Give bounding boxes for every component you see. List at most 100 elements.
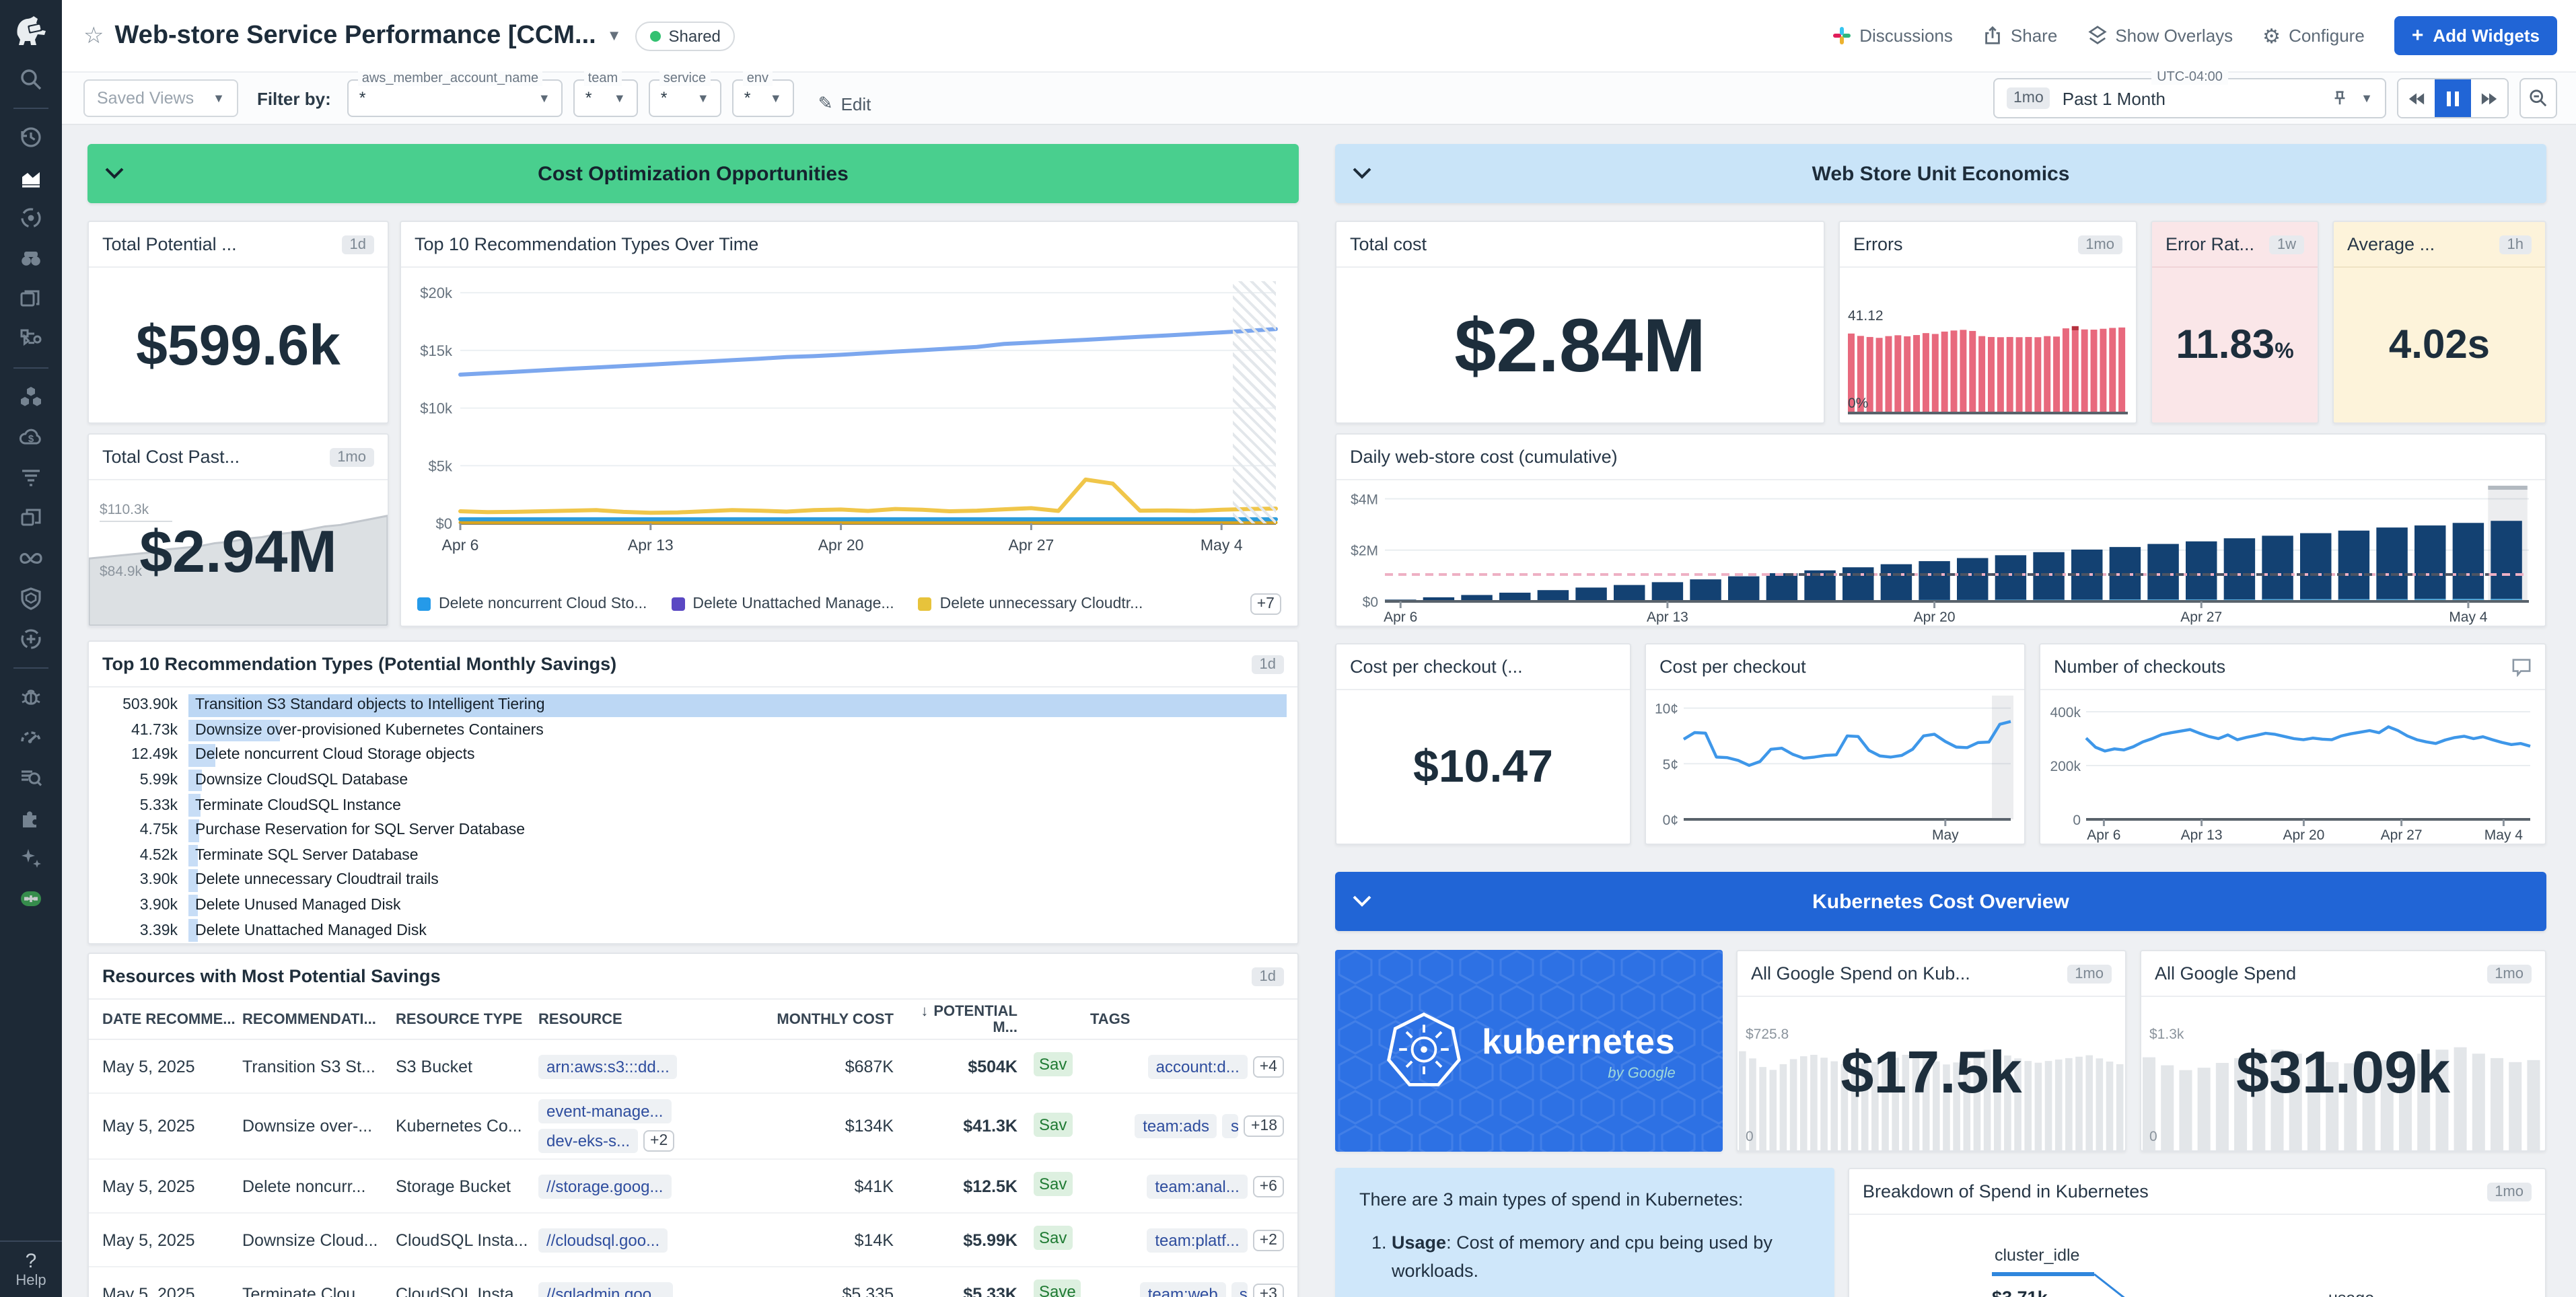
sidebar-item-cicd[interactable]	[0, 538, 62, 579]
column-header[interactable]: TAGS	[1090, 1011, 1131, 1027]
resource-chip[interactable]: event-manage...	[538, 1099, 672, 1123]
tag-chip-truncated[interactable]: s	[1222, 1114, 1239, 1138]
pin-icon[interactable]	[2331, 89, 2349, 108]
share-button[interactable]: Share	[1982, 26, 2057, 46]
time-forward-button[interactable]	[2471, 79, 2507, 117]
toplist-row[interactable]: 503.90k Transition S3 Standard objects to…	[89, 693, 1287, 718]
resource-chip[interactable]: //sqladmin.goo...	[538, 1282, 674, 1297]
toplist-row[interactable]: 3.90k Delete Unused Managed Disk	[89, 893, 1287, 918]
savings-status-chip[interactable]: Sav	[1034, 1052, 1073, 1076]
toplist-row[interactable]: 12.49k Delete noncurrent Cloud Storage ob…	[89, 743, 1287, 768]
sidebar-item-servicemap[interactable]	[0, 319, 62, 359]
sidebar-item-watchdog[interactable]	[0, 238, 62, 279]
sidebar-item-logsearch[interactable]	[0, 757, 62, 798]
sidebar-item-dashboards[interactable]	[0, 279, 62, 319]
sidebar-item-infrastructure[interactable]	[0, 377, 62, 417]
column-header[interactable]: DATE RECOMME...	[102, 1011, 236, 1027]
timeframe-badge: 1mo	[2067, 964, 2112, 983]
comment-icon[interactable]	[2511, 657, 2532, 676]
sidebar-item-servicemgmt[interactable]	[0, 619, 62, 659]
template-var-team[interactable]: team * ▼	[573, 71, 638, 117]
column-header[interactable]: RECOMMENDATI...	[242, 1011, 376, 1027]
tags-more-button[interactable]: +3	[1252, 1283, 1284, 1297]
time-backward-button[interactable]	[2398, 79, 2435, 117]
add-widgets-button[interactable]: + Add Widgets	[2394, 16, 2557, 55]
sidebar-item-metrics[interactable]	[0, 157, 62, 198]
column-header[interactable]: RESOURCE	[538, 1011, 622, 1027]
legend-item[interactable]: Delete Unattached Manage...	[671, 596, 894, 612]
datadog-logo-icon[interactable]	[11, 12, 51, 57]
saved-views-select[interactable]: Saved Views ▼	[83, 79, 238, 117]
legend-more-button[interactable]: +7	[1250, 593, 1281, 615]
table-row[interactable]: May 5, 2025 Transition S3 St... S3 Bucket a…	[89, 1040, 1297, 1094]
tags-more-button[interactable]: +2	[1252, 1229, 1284, 1251]
help-button[interactable]: ? Help	[0, 1240, 62, 1297]
sidebar-item-bug[interactable]	[0, 677, 62, 717]
configure-button[interactable]: ⚙ Configure	[2262, 25, 2365, 48]
collapse-chevron-icon[interactable]	[105, 168, 124, 180]
resource-more-button[interactable]: +2	[643, 1130, 675, 1152]
tag-chip-truncated[interactable]: s	[1231, 1282, 1248, 1297]
sidebar-item-puzzle[interactable]	[0, 798, 62, 838]
tags-more-button[interactable]: +18	[1244, 1115, 1284, 1137]
resource-chip[interactable]: //storage.goog...	[538, 1174, 672, 1198]
savings-status-chip[interactable]: Sav	[1034, 1112, 1073, 1136]
toplist-row[interactable]: 5.99k Downsize CloudSQL Database	[89, 768, 1287, 793]
time-range-picker[interactable]: UTC-04:00 1mo Past 1 Month ▼	[1993, 70, 2386, 118]
toplist-row[interactable]: 3.90k Delete unnecessary Cloudtrail trail…	[89, 868, 1287, 893]
tag-chip[interactable]: team:anal...	[1147, 1174, 1248, 1198]
sidebar-item-catalog[interactable]	[0, 498, 62, 538]
shared-badge[interactable]: Shared	[635, 21, 736, 50]
toplist-row[interactable]: 4.52k Terminate SQL Server Database	[89, 843, 1287, 868]
tags-more-button[interactable]: +4	[1252, 1055, 1284, 1077]
favorite-star-icon[interactable]: ☆	[83, 22, 104, 48]
column-header[interactable]: ↓ POTENTIAL M...	[921, 1003, 1017, 1035]
resource-chip[interactable]: arn:aws:s3:::dd...	[538, 1054, 678, 1078]
toplist-row[interactable]: 5.33k Terminate CloudSQL Instance	[89, 793, 1287, 818]
resource-chip[interactable]: //cloudsql.goo...	[538, 1228, 668, 1252]
title-chevron-down-icon[interactable]: ▼	[606, 28, 622, 44]
tag-chip[interactable]: team:ads	[1135, 1114, 1217, 1138]
template-var-env[interactable]: env * ▼	[731, 71, 794, 117]
sidebar-item-security[interactable]	[0, 579, 62, 619]
sidebar-item-logs[interactable]	[0, 457, 62, 498]
sidebar-item-history[interactable]	[0, 117, 62, 157]
sidebar-item-cloudcost[interactable]: $	[0, 417, 62, 457]
legend-item[interactable]: Delete unnecessary Cloudtr...	[918, 596, 1143, 612]
tags-more-button[interactable]: +6	[1252, 1175, 1284, 1197]
cloudcost-icon: $	[19, 429, 41, 445]
sidebar-item-greenplugin[interactable]	[0, 879, 62, 919]
savings-status-chip[interactable]: Save	[1034, 1280, 1081, 1297]
tag-chip[interactable]: team:platf...	[1147, 1228, 1248, 1252]
sidebar-item-apm[interactable]	[0, 198, 62, 238]
table-row[interactable]: May 5, 2025 Delete noncurr... Storage Buck…	[89, 1160, 1297, 1214]
table-row[interactable]: May 5, 2025 Downsize Cloud... CloudSQL Ins…	[89, 1214, 1297, 1267]
table-row[interactable]: May 5, 2025 Terminate Clou... CloudSQL Ins…	[89, 1267, 1297, 1297]
legend-item[interactable]: Delete noncurrent Cloud Sto...	[417, 596, 647, 612]
table-row[interactable]: May 5, 2025 Downsize over-... Kubernetes C…	[89, 1094, 1297, 1160]
toplist-row[interactable]: 3.39k Delete Unattached Managed Disk	[89, 918, 1287, 943]
toplist-row[interactable]: 4.75k Purchase Reservation for SQL Server…	[89, 818, 1287, 843]
collapse-chevron-icon[interactable]	[1353, 168, 1371, 180]
sort-desc-icon[interactable]: ↓	[921, 1003, 929, 1019]
column-header[interactable]: RESOURCE TYPE	[396, 1011, 523, 1027]
tag-chip[interactable]: team:web	[1139, 1282, 1226, 1297]
column-header[interactable]: MONTHLY COST	[777, 1011, 894, 1027]
template-var-aws_member_account_name[interactable]: aws_member_account_name * ▼	[347, 71, 563, 117]
sidebar-item-gauge[interactable]	[0, 717, 62, 757]
toplist-row[interactable]: 41.73k Downsize over-provisioned Kubernet…	[89, 718, 1287, 743]
show-overlays-button[interactable]: Show Overlays	[2087, 26, 2233, 46]
collapse-chevron-icon[interactable]	[1353, 895, 1371, 907]
template-var-service[interactable]: service * ▼	[648, 71, 721, 117]
savings-status-chip[interactable]: Sav	[1034, 1226, 1073, 1250]
tag-chip[interactable]: account:d...	[1147, 1054, 1248, 1078]
discussions-button[interactable]: Discussions	[1831, 26, 1953, 46]
chevron-down-icon: ▼	[538, 91, 550, 105]
sidebar-item-search[interactable]	[0, 59, 62, 100]
time-pause-button[interactable]	[2435, 79, 2471, 117]
edit-button[interactable]: ✎ Edit	[818, 93, 871, 114]
resource-chip[interactable]: dev-eks-s...	[538, 1129, 639, 1153]
savings-status-chip[interactable]: Sav	[1034, 1172, 1073, 1196]
zoom-out-button[interactable]	[2519, 78, 2557, 118]
sidebar-item-sparkles[interactable]	[0, 838, 62, 879]
